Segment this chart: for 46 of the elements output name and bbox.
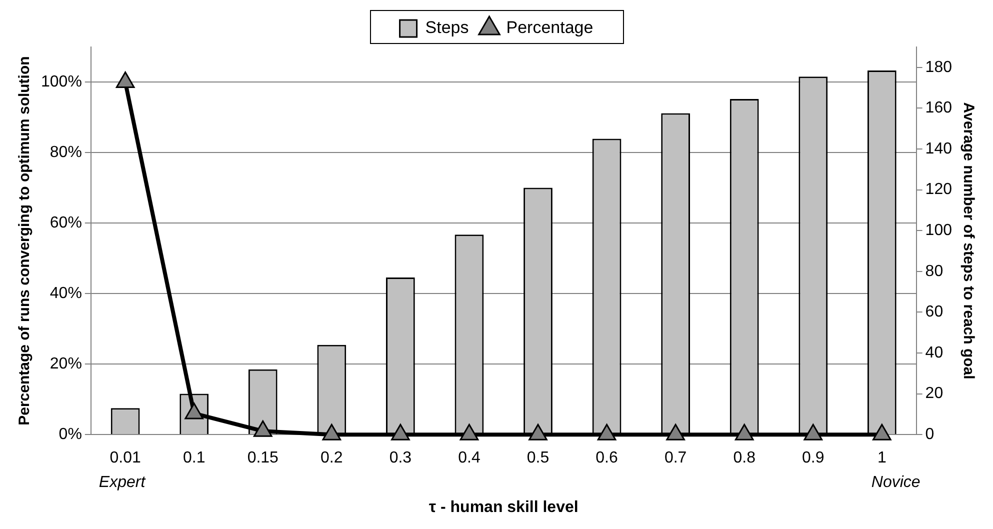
text: Expert [98, 474, 146, 492]
text: Novice [871, 474, 920, 492]
legend-label: Percentage [506, 18, 594, 38]
x-tick-label: 0.4 [458, 450, 480, 467]
x-tick-label: 0.3 [389, 450, 412, 467]
y2-tick-label: 120 [925, 181, 952, 198]
point [253, 420, 272, 437]
point [322, 424, 342, 440]
y-tick-label: 40% [50, 285, 82, 302]
point [666, 424, 685, 440]
y-axis-title: Percentage of runs converging to optimum solution [16, 56, 34, 426]
y2-tick-label: 60 [925, 304, 944, 321]
point [597, 424, 616, 440]
point [734, 424, 754, 440]
y2-tick-label: 0 [925, 426, 934, 444]
y-tick-label: 100% [41, 74, 82, 91]
x-tick-label: 0.01 [110, 450, 141, 467]
y-tick-label: 60% [50, 214, 82, 232]
point [804, 424, 823, 440]
x-tick-label: 0.7 [664, 450, 687, 467]
y2-tick-label: 160 [925, 100, 952, 117]
point [116, 71, 135, 88]
x-tick-label: 0.5 [526, 450, 550, 467]
y2-tick-label: 20 [925, 385, 944, 402]
legend-label: Steps [425, 18, 469, 38]
y2-axis-title: Average number of steps to reach goal [960, 102, 977, 380]
point [460, 424, 479, 440]
y-tick-label: 80% [50, 144, 82, 162]
x-tick-label: 0.1 [182, 450, 206, 467]
y2-tick-label: 100 [925, 222, 952, 240]
point [872, 424, 892, 440]
y2-tick-label: 40 [925, 344, 944, 362]
y-tick-label: 0% [58, 426, 82, 444]
y2-tick-label: 180 [925, 58, 952, 76]
y2-tick-label: 140 [925, 140, 952, 158]
y2-tick-label: 80 [925, 262, 944, 280]
x-tick-label: 1 [877, 450, 886, 467]
point [391, 424, 410, 440]
x-axis-title: τ - human skill level [428, 498, 578, 516]
y-tick-label: 20% [50, 356, 82, 373]
x-tick-label: 0.6 [596, 450, 618, 467]
x-tick-label: 0.15 [247, 450, 279, 467]
point [528, 424, 548, 440]
x-tick-label: 0.2 [320, 450, 343, 467]
x-tick-label: 0.9 [802, 450, 824, 467]
x-tick-label: 0.8 [733, 450, 756, 467]
